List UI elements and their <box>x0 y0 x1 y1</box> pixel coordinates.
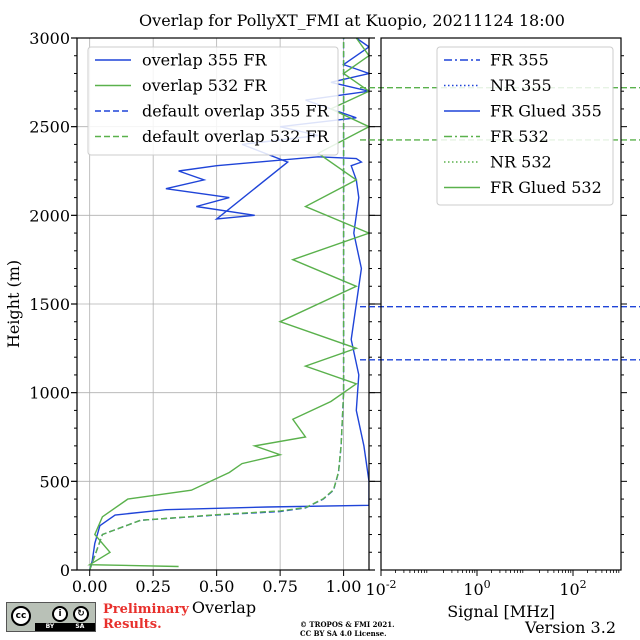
overlap-legend-label: overlap 355 FR <box>142 51 268 70</box>
overlap-panel: 0.00 0.25 0.50 0.75 1.00 0 500 1000 1500 2000 2500… <box>4 29 375 617</box>
version-label: Version 3.2 <box>525 618 616 637</box>
copyright-line-2: CC BY SA 4.0 License. <box>300 629 387 638</box>
overlap-x-tick-label: 0.75 <box>262 577 298 596</box>
cc-logo-icon: cc <box>11 606 31 626</box>
overlap-series-line-0 <box>89 38 369 570</box>
overlap-y-tick-label: 1000 <box>29 384 70 403</box>
signal-panel: 10-2 100 102 FR 355 NR 355 FR Glued 355 FR 53… <box>360 37 640 621</box>
person-icon: i <box>52 606 68 622</box>
overlap-y-tick-label: 3000 <box>29 29 70 48</box>
preliminary-line-2: Results. <box>103 617 162 632</box>
overlap-legend-label: overlap 532 FR <box>142 76 268 95</box>
signal-legend-label: NR 532 <box>490 153 552 172</box>
overlap-y-tick-label: 0 <box>60 561 70 580</box>
overlap-legend-box <box>87 46 339 156</box>
overlap-legend-label: default overlap 532 FR <box>142 127 330 146</box>
cc-license-badge: cc i ↻ BY SA <box>6 602 96 632</box>
copyright-note: © TROPOS & FMI 2021. CC BY SA 4.0 Licens… <box>300 620 395 638</box>
signal-legend-box <box>436 46 614 206</box>
cc-by-text: BY <box>45 623 55 630</box>
overlap-y-tick-label: 1500 <box>29 295 70 314</box>
signal-legend-label: FR Glued 532 <box>490 178 602 197</box>
preliminary-line-1: Preliminary <box>103 602 189 617</box>
overlap-legend: overlap 355 FR overlap 532 FR default over… <box>87 46 339 156</box>
copyright-line-1: © TROPOS & FMI 2021. <box>300 620 395 629</box>
overlap-y-tick-label: 2000 <box>29 206 70 225</box>
signal-x-tick-label: 100 <box>463 578 490 599</box>
signal-legend-label: FR Glued 355 <box>490 102 602 121</box>
signal-x-tick-label: 10-2 <box>365 578 396 599</box>
overlap-x-tick-label: 0.00 <box>72 577 108 596</box>
signal-legend: FR 355 NR 355 FR Glued 355 FR 532 NR 532 FR G… <box>436 46 614 206</box>
overlap-x-tick-label: 0.25 <box>135 577 171 596</box>
overlap-axis-ticks: 0.00 0.25 0.50 0.75 1.00 0 500 1000 1500 2000 2500… <box>29 29 375 596</box>
signal-x-axis-label: Signal [MHz] <box>447 602 555 621</box>
overlap-x-tick-label: 1.00 <box>326 577 362 596</box>
overlap-x-axis-label: Overlap <box>192 598 256 617</box>
cc-sa-text: SA <box>75 623 85 630</box>
overlap-y-tick-label: 500 <box>39 472 70 491</box>
signal-legend-label: FR 532 <box>490 127 549 146</box>
signal-axis-ticks: 10-2 100 102 <box>365 55 627 599</box>
signal-x-tick-label: 102 <box>559 578 586 599</box>
overlap-x-tick-label: 0.50 <box>199 577 235 596</box>
overlap-y-axis-label: Height (m) <box>4 260 23 348</box>
chart-title: Overlap for PollyXT_FMI at Kuopio, 20211… <box>139 11 565 30</box>
overlap-series-group <box>87 38 369 570</box>
overlap-y-tick-label: 2500 <box>29 118 70 137</box>
overlap-legend-label: default overlap 355 FR <box>142 102 330 121</box>
signal-legend-label: NR 355 <box>490 76 552 95</box>
preliminary-results-note: Preliminary Results. <box>103 602 189 632</box>
overlap-series-line-1 <box>87 38 369 568</box>
cc-terms-bar: BY SA <box>35 623 95 631</box>
signal-legend-label: FR 355 <box>490 51 549 70</box>
share-alike-icon: ↻ <box>73 606 89 622</box>
overlap-series-line-3 <box>89 38 345 570</box>
